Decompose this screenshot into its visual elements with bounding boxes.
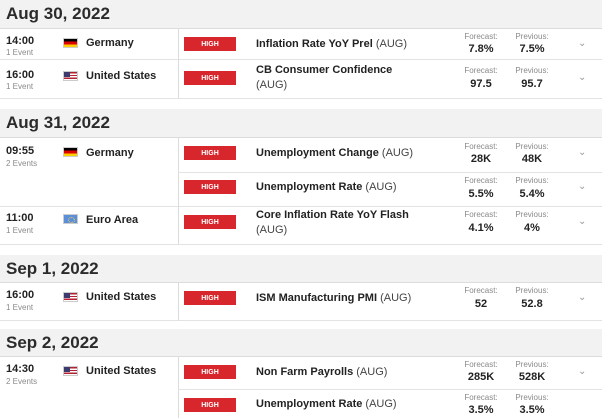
country-name: United States <box>86 291 156 303</box>
previous-label: Previous: <box>502 32 562 41</box>
event-name[interactable]: Non Farm Payrolls (AUG) <box>256 365 446 380</box>
event-group-row[interactable]: 16:00 1 Event United States HIGH ISM Man… <box>0 283 602 321</box>
event-period: (AUG) <box>382 147 413 159</box>
event-period: (AUG) <box>380 292 411 304</box>
event-title: Non Farm Payrolls <box>256 366 353 378</box>
divider <box>178 207 179 245</box>
events-count: 2 Events <box>6 159 37 168</box>
event-name[interactable]: Unemployment Rate (AUG) <box>256 397 446 412</box>
flag-us-icon <box>63 71 78 81</box>
impact-badge: HIGH <box>184 398 236 412</box>
event-group-row[interactable]: 11:00 1 Event Euro Area HIGH Core Inflat… <box>0 207 602 245</box>
event-time: 11:00 <box>6 212 34 224</box>
impact-badge: HIGH <box>184 180 236 194</box>
day-header: Aug 30, 2022 <box>0 0 602 29</box>
previous-value: 4% <box>502 222 562 234</box>
divider <box>178 29 179 60</box>
events-count: 1 Event <box>6 82 33 91</box>
event-title: Unemployment Change <box>256 147 379 159</box>
chevron-down-icon[interactable]: ⌄ <box>578 38 586 49</box>
event-name[interactable]: Core Inflation Rate YoY Flash (AUG) <box>256 208 416 238</box>
event-period: (AUG) <box>365 181 396 193</box>
day-header: Sep 2, 2022 <box>0 329 602 357</box>
events-count: 1 Event <box>6 226 33 235</box>
event-title: Unemployment Rate <box>256 398 362 410</box>
event-group-row[interactable]: 09:55 2 Events Germany HIGH Unemployment… <box>0 138 602 207</box>
event-title: ISM Manufacturing PMI <box>256 292 377 304</box>
event-group-row[interactable]: 14:30 2 Events United States HIGH Non Fa… <box>0 357 602 418</box>
event-time: 14:00 <box>6 35 34 47</box>
event-name[interactable]: Unemployment Rate (AUG) <box>256 180 446 195</box>
chevron-down-icon[interactable]: ⌄ <box>578 366 586 377</box>
impact-badge: HIGH <box>184 291 236 305</box>
flag-us-icon <box>63 292 78 302</box>
country-name: Euro Area <box>86 214 138 226</box>
event-time: 16:00 <box>6 69 34 81</box>
divider <box>178 60 179 99</box>
previous-value: 95.7 <box>502 78 562 90</box>
previous-label: Previous: <box>502 176 562 185</box>
event-title: Inflation Rate YoY Prel <box>256 38 373 50</box>
event-title: Unemployment Rate <box>256 181 362 193</box>
event-period: (AUG) <box>356 366 387 378</box>
country-name: Germany <box>86 37 134 49</box>
flag-germany-icon <box>63 38 78 48</box>
impact-badge: HIGH <box>184 146 236 160</box>
previous-label: Previous: <box>502 393 562 402</box>
divider <box>178 172 602 173</box>
flag-us-icon <box>63 366 78 376</box>
events-count: 1 Event <box>6 48 33 57</box>
event-group-row[interactable]: 14:00 1 Event Germany HIGH Inflation Rat… <box>0 29 602 60</box>
country-name: Germany <box>86 147 134 159</box>
event-period: (AUG) <box>256 79 287 91</box>
divider <box>178 389 602 390</box>
previous-value: 5.4% <box>502 188 562 200</box>
event-name[interactable]: CB Consumer Confidence (AUG) <box>256 63 406 93</box>
divider <box>178 357 179 418</box>
previous-value: 528K <box>502 371 562 383</box>
chevron-down-icon[interactable]: ⌄ <box>578 72 586 83</box>
event-period: (AUG) <box>256 224 287 236</box>
previous-value: 48K <box>502 153 562 165</box>
impact-badge: HIGH <box>184 71 236 85</box>
event-name[interactable]: Inflation Rate YoY Prel (AUG) <box>256 37 446 52</box>
event-title: Core Inflation Rate YoY Flash <box>256 209 409 221</box>
previous-value: 7.5% <box>502 43 562 55</box>
impact-badge: HIGH <box>184 37 236 51</box>
events-count: 2 Events <box>6 377 37 386</box>
previous-value: 3.5% <box>502 404 562 416</box>
impact-badge: HIGH <box>184 365 236 379</box>
impact-badge: HIGH <box>184 215 236 229</box>
previous-label: Previous: <box>502 210 562 219</box>
chevron-down-icon[interactable]: ⌄ <box>578 292 586 303</box>
previous-value: 52.8 <box>502 298 562 310</box>
day-header: Aug 31, 2022 <box>0 109 602 138</box>
country-name: United States <box>86 70 156 82</box>
events-count: 1 Event <box>6 303 33 312</box>
chevron-down-icon[interactable]: ⌄ <box>578 181 586 192</box>
flag-germany-icon <box>63 147 78 157</box>
event-period: (AUG) <box>365 398 396 410</box>
previous-label: Previous: <box>502 360 562 369</box>
previous-label: Previous: <box>502 66 562 75</box>
previous-label: Previous: <box>502 286 562 295</box>
event-time: 14:30 <box>6 363 34 375</box>
event-time: 16:00 <box>6 289 34 301</box>
divider <box>178 283 179 321</box>
event-period: (AUG) <box>376 38 407 50</box>
previous-label: Previous: <box>502 142 562 151</box>
flag-euro-area-icon <box>63 214 78 224</box>
event-time: 09:55 <box>6 145 34 157</box>
day-header: Sep 1, 2022 <box>0 255 602 283</box>
event-name[interactable]: ISM Manufacturing PMI (AUG) <box>256 291 446 306</box>
event-group-row[interactable]: 16:00 1 Event United States HIGH CB Cons… <box>0 60 602 99</box>
event-title: CB Consumer Confidence <box>256 64 392 76</box>
chevron-down-icon[interactable]: ⌄ <box>578 147 586 158</box>
country-name: United States <box>86 365 156 377</box>
event-name[interactable]: Unemployment Change (AUG) <box>256 146 446 161</box>
chevron-down-icon[interactable]: ⌄ <box>578 216 586 227</box>
